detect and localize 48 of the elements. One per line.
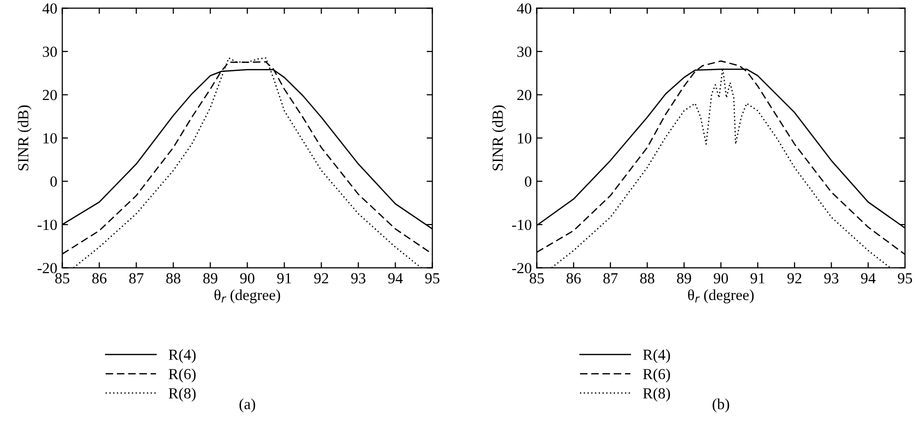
legend-label: R(6): [168, 368, 196, 382]
y-tick-label: 20: [42, 90, 57, 100]
x-tick-label: 90: [240, 273, 254, 284]
y-tick-label: 30: [517, 46, 532, 57]
y-tick-label: -20: [512, 262, 532, 274]
x-tick-label: 88: [640, 273, 654, 284]
legend-label: R(4): [643, 349, 670, 364]
legend-label: R(4): [168, 349, 196, 364]
y-tick-label: -10: [512, 220, 532, 230]
y-tick-label: -10: [38, 220, 57, 230]
text: (a): [240, 398, 256, 412]
y-tick-label: 40: [516, 3, 532, 14]
x-tick-label: 85: [530, 273, 544, 284]
y-tick-label: 0: [524, 176, 532, 187]
x-tick-label: 92: [314, 273, 328, 284]
x-tick-label: 89: [203, 273, 218, 284]
x-tick-label: 94: [388, 273, 403, 284]
x-tick-label: 91: [277, 273, 292, 284]
x-tick-label: 91: [750, 273, 764, 284]
y-tick-label: 10: [43, 133, 57, 144]
y-axis-title: SINR (dB): [492, 105, 506, 170]
legend-label: R(8): [168, 388, 196, 402]
x-tick-label: 89: [677, 273, 692, 284]
y-tick-label: 40: [42, 3, 57, 14]
x-tick-label: 86: [92, 273, 106, 284]
y-tick-label: 0: [50, 176, 57, 187]
y-tick-label: -20: [38, 262, 57, 274]
text: (b): [712, 398, 730, 412]
x-axis-title: θ$_{r}$ (degree): [688, 289, 754, 304]
x-tick-label: 94: [861, 273, 876, 284]
x-tick-label: 86: [566, 273, 581, 284]
x-tick-label: 85: [55, 273, 70, 284]
x-tick-label: 90: [714, 273, 728, 284]
legend-label: R(8): [643, 388, 670, 402]
x-axis-title: θ$_{r}$ (degree): [214, 289, 280, 304]
legend-label: R(6): [643, 368, 670, 382]
x-tick-label: 88: [166, 273, 180, 284]
x-tick-label: 87: [603, 273, 618, 284]
y-tick-label: 30: [42, 46, 57, 57]
y-tick-label: 10: [518, 133, 532, 144]
x-tick-label: 87: [129, 273, 144, 284]
x-tick-label: 95: [425, 273, 440, 284]
y-axis-title: SINR (dB): [18, 105, 32, 170]
x-tick-label: 95: [898, 273, 912, 284]
x-tick-label: 93: [351, 273, 366, 284]
x-tick-label: 93: [824, 273, 838, 284]
y-tick-label: 20: [517, 90, 532, 100]
x-tick-label: 92: [787, 273, 802, 284]
